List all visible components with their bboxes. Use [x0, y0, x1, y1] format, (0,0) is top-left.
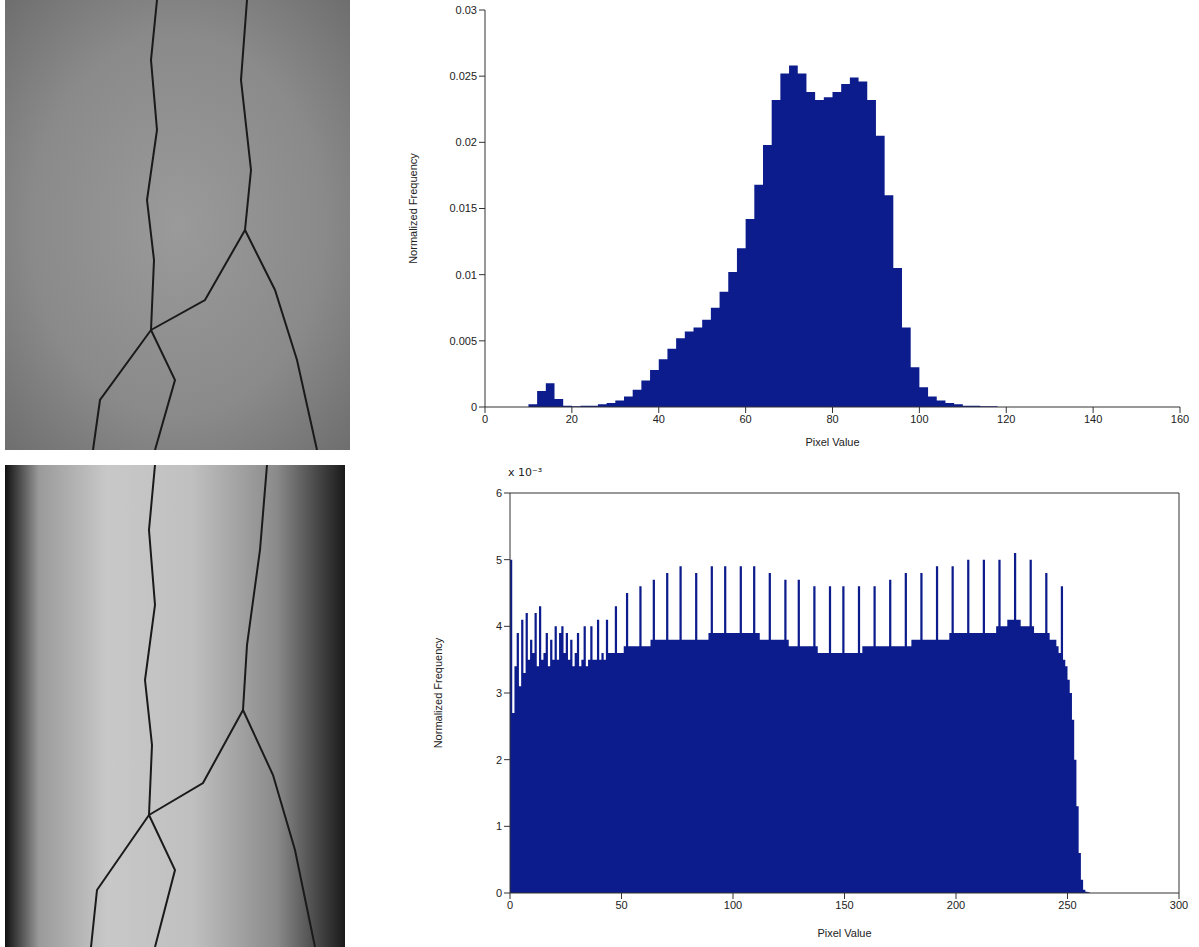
- svg-text:0.01: 0.01: [456, 269, 477, 281]
- svg-text:160: 160: [1171, 413, 1189, 425]
- svg-text:2: 2: [496, 754, 502, 766]
- svg-text:6: 6: [496, 487, 502, 499]
- svg-text:0: 0: [471, 401, 477, 413]
- svg-text:140: 140: [1084, 413, 1102, 425]
- svg-text:Pixel Value: Pixel Value: [805, 436, 859, 448]
- svg-text:200: 200: [947, 899, 965, 911]
- svg-text:Normalized Frequency: Normalized Frequency: [407, 153, 419, 264]
- svg-text:5: 5: [496, 554, 502, 566]
- svg-text:40: 40: [653, 413, 665, 425]
- svg-text:Normalized Frequency: Normalized Frequency: [432, 637, 444, 748]
- svg-text:0.015: 0.015: [449, 202, 477, 214]
- svg-text:4: 4: [496, 620, 502, 632]
- svg-text:0.02: 0.02: [456, 136, 477, 148]
- svg-text:50: 50: [615, 899, 627, 911]
- svg-text:Pixel Value: Pixel Value: [817, 927, 871, 939]
- svg-text:300: 300: [1170, 899, 1188, 911]
- svg-text:60: 60: [740, 413, 752, 425]
- svg-text:0: 0: [482, 413, 488, 425]
- svg-text:20: 20: [566, 413, 578, 425]
- svg-text:0.03: 0.03: [456, 4, 477, 16]
- svg-text:100: 100: [724, 899, 742, 911]
- svg-text:0: 0: [507, 899, 513, 911]
- svg-text:1: 1: [496, 820, 502, 832]
- svg-text:150: 150: [835, 899, 853, 911]
- svg-text:0.005: 0.005: [449, 335, 477, 347]
- svg-text:80: 80: [826, 413, 838, 425]
- svg-text:250: 250: [1058, 899, 1076, 911]
- svg-text:3: 3: [496, 687, 502, 699]
- svg-text:0.025: 0.025: [449, 70, 477, 82]
- html-text:x 10⁻³: x 10⁻³: [508, 466, 543, 479]
- svg-text:0: 0: [496, 887, 502, 899]
- svg-text:120: 120: [997, 413, 1015, 425]
- svg-text:100: 100: [910, 413, 928, 425]
